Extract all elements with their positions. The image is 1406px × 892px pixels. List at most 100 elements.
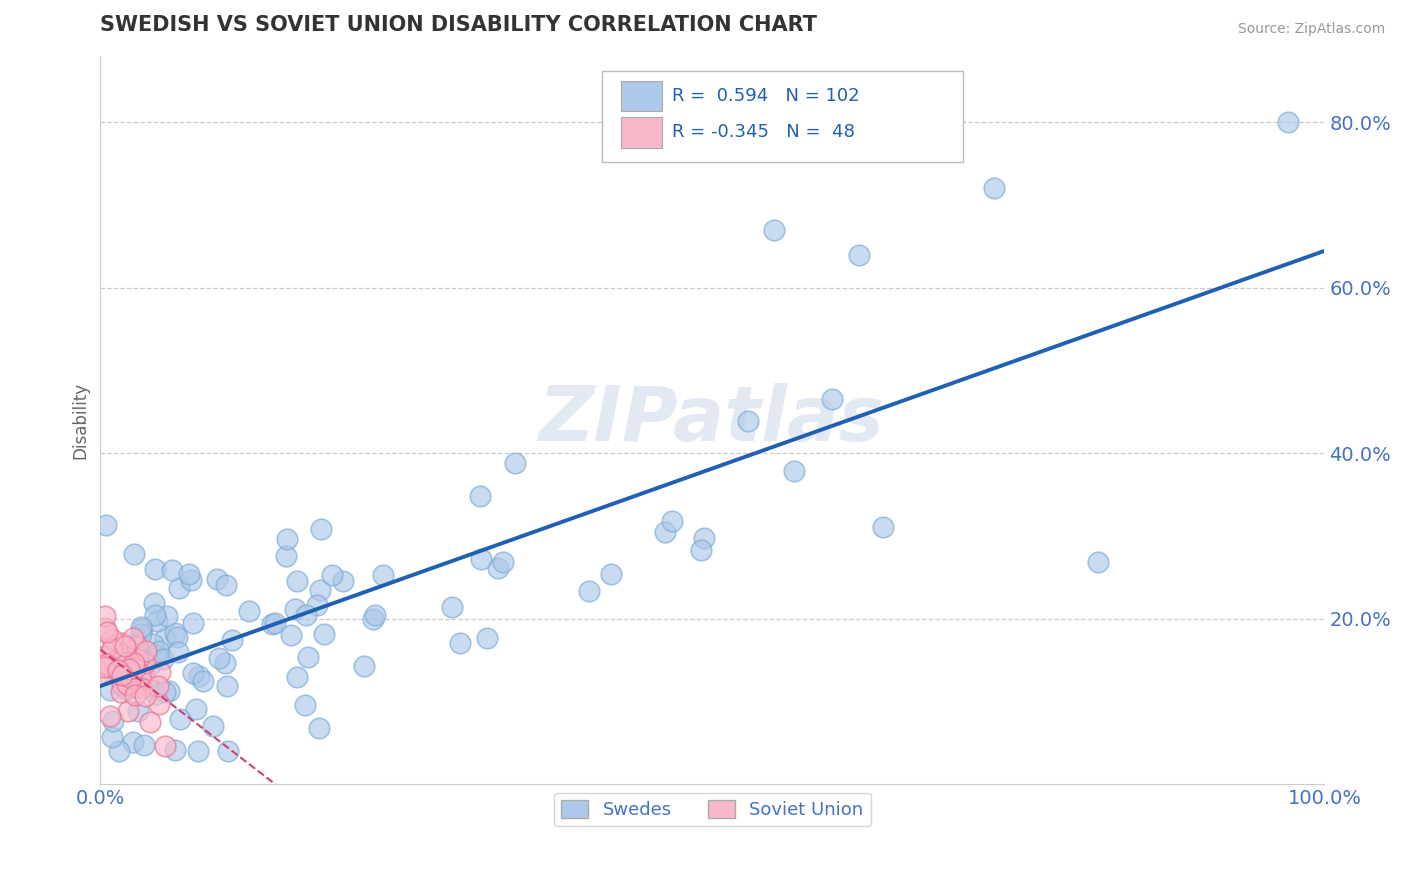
Point [276,533,298,547]
Point [221,633,243,648]
Point [135,643,157,657]
Point [208,650,231,665]
Point [202,719,225,733]
Point [132,668,155,682]
Point [100,641,122,656]
Point [153,684,176,698]
FancyBboxPatch shape [602,70,963,161]
Point [215,679,238,693]
Point [157,684,180,698]
Point [468,489,491,503]
Point [308,582,330,597]
Point [166,630,188,644]
Point [122,631,145,645]
Point [782,464,804,478]
Point [114,639,136,653]
Point [187,744,209,758]
Point [654,525,676,540]
Point [145,687,167,701]
Point [117,643,139,657]
Point [295,607,318,622]
Point [96,517,118,532]
Point [470,551,492,566]
Point [371,567,394,582]
Point [153,739,176,754]
Point [477,631,499,645]
Point [114,682,136,697]
Point [128,643,150,657]
Point [872,520,894,534]
Point [143,596,166,610]
Point [180,573,202,587]
Point [111,636,134,650]
Point [214,657,236,671]
Point [115,648,138,662]
Point [98,709,121,723]
Point [125,675,148,690]
Point [263,615,285,630]
Point [146,679,169,693]
Point [139,715,162,730]
Y-axis label: Disability: Disability [72,382,89,458]
Point [111,651,134,665]
Point [111,678,134,692]
Point [131,622,153,636]
Point [93,660,115,674]
Point [143,608,166,623]
Point [94,648,117,663]
Point [287,574,309,588]
Text: R =  0.594   N = 102: R = 0.594 N = 102 [672,87,859,105]
Point [142,637,165,651]
Point [297,650,319,665]
Point [134,656,156,670]
Point [492,556,515,570]
Point [114,653,136,667]
Point [309,522,332,536]
Point [1277,115,1299,129]
Point [111,668,134,682]
Point [110,685,132,699]
Point [108,655,131,669]
Point [163,625,186,640]
Point [364,608,387,623]
Point [693,532,716,546]
Point [181,616,204,631]
Point [94,657,117,671]
Point [321,568,343,582]
Point [238,604,260,618]
Point [1087,555,1109,569]
Point [205,573,228,587]
Point [114,668,136,682]
Point [127,704,149,718]
Point [353,659,375,673]
Point [505,456,527,470]
Text: ZIPatlas: ZIPatlas [540,384,886,458]
Point [98,683,121,698]
Point [145,648,167,663]
Point [103,654,125,668]
Point [332,574,354,588]
Text: R = -0.345   N =  48: R = -0.345 N = 48 [672,123,855,142]
Point [690,543,713,558]
Point [122,734,145,748]
Point [187,668,209,682]
Point [280,628,302,642]
Text: Source: ZipAtlas.com: Source: ZipAtlas.com [1237,22,1385,37]
Point [129,681,152,695]
Point [149,665,172,680]
FancyBboxPatch shape [620,81,662,112]
Point [131,620,153,634]
Point [661,514,683,528]
Point [115,678,138,692]
Point [124,688,146,702]
Point [108,744,131,758]
Point [307,598,329,612]
Point [167,645,190,659]
Point [148,698,170,712]
Point [101,632,124,646]
Point [578,583,600,598]
Point [110,658,132,673]
Point [169,712,191,726]
Point [146,614,169,628]
Point [440,599,463,614]
